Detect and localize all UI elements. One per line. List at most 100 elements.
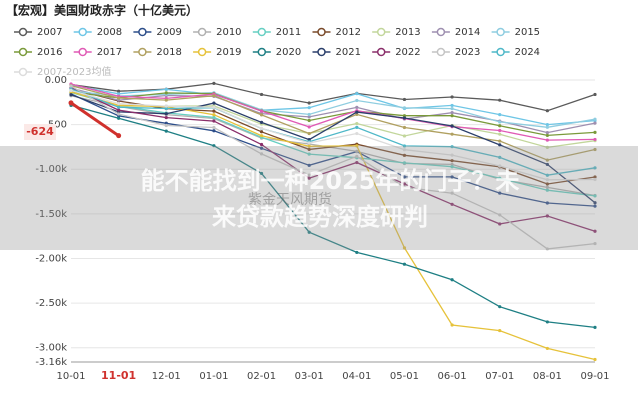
point — [402, 161, 407, 165]
overlay-text: 能不能找到一种2025年的门子？未 — [141, 167, 520, 195]
point — [593, 130, 597, 134]
legend-marker — [317, 47, 326, 57]
legend-marker — [78, 27, 87, 37]
point — [545, 346, 549, 351]
point — [402, 262, 407, 266]
point — [545, 188, 549, 192]
point — [545, 173, 549, 177]
point — [69, 84, 73, 88]
point — [355, 92, 359, 96]
x-tick-label: 05-01 — [390, 371, 419, 382]
x-tick-label: 08-01 — [533, 371, 562, 382]
point — [307, 173, 311, 177]
point — [212, 129, 216, 133]
legend-label: 2007-2023均值 — [37, 65, 112, 78]
legend-label: 2007 — [37, 27, 62, 38]
point — [117, 89, 121, 93]
point — [545, 130, 549, 135]
point — [402, 144, 407, 148]
point — [402, 246, 407, 250]
point — [355, 110, 359, 114]
legend-label: 2011 — [276, 27, 301, 38]
point — [593, 137, 597, 142]
point — [307, 144, 311, 148]
point — [593, 166, 597, 170]
point — [545, 138, 549, 142]
point — [117, 116, 121, 120]
chart-title: 【宏观】美国财政赤字（十亿美元） — [6, 3, 198, 18]
point — [355, 131, 359, 136]
point — [450, 162, 454, 167]
point — [117, 108, 121, 112]
value-label-bg — [24, 124, 56, 140]
y-tick-label: -2.00k — [35, 253, 67, 264]
point — [593, 204, 597, 208]
point — [259, 134, 264, 138]
point — [498, 132, 502, 136]
legend-label: 2024 — [515, 47, 540, 58]
point — [402, 114, 407, 118]
point — [498, 222, 502, 226]
point — [164, 98, 168, 102]
point — [402, 148, 407, 152]
point — [402, 125, 407, 130]
point — [212, 115, 216, 119]
y-tick-label: -3.16k — [35, 357, 67, 368]
point — [164, 129, 168, 133]
point — [450, 132, 454, 136]
point — [307, 101, 311, 105]
point — [593, 175, 597, 179]
point — [402, 116, 407, 120]
point — [164, 106, 168, 111]
point — [117, 96, 121, 100]
point — [69, 88, 73, 93]
overlay-watermark: 紫金天风期货 — [248, 191, 332, 208]
legend-marker — [317, 27, 326, 37]
point — [117, 105, 121, 109]
legend-marker — [376, 47, 386, 57]
point — [164, 115, 168, 120]
point — [450, 124, 454, 128]
point — [259, 130, 264, 134]
overlay-text: 来贷款趋势深度研判 — [212, 203, 428, 231]
point — [450, 107, 454, 111]
point — [259, 92, 264, 97]
point — [355, 98, 359, 103]
x-tick-label: 12-01 — [152, 371, 181, 382]
point — [212, 81, 216, 85]
point — [545, 185, 549, 189]
series-line — [70, 91, 596, 361]
point — [307, 112, 311, 117]
point — [259, 146, 264, 150]
point — [498, 124, 502, 128]
legend-label: 2010 — [216, 27, 241, 38]
point — [402, 134, 407, 138]
point — [164, 91, 168, 95]
point — [355, 154, 359, 158]
x-tick-label: 07-01 — [485, 371, 514, 382]
point — [593, 147, 597, 152]
point — [593, 241, 597, 246]
series-line — [70, 84, 596, 161]
series-line — [70, 89, 596, 181]
point — [498, 155, 502, 159]
point — [212, 109, 216, 113]
point — [355, 144, 359, 148]
legend-label: 2022 — [395, 47, 420, 58]
legend-label: 2013 — [395, 27, 420, 38]
point — [307, 106, 311, 110]
value-label: -624 — [26, 125, 54, 138]
point — [450, 114, 454, 118]
point — [593, 201, 597, 205]
point — [450, 111, 454, 115]
point — [307, 176, 311, 180]
series-line — [70, 87, 596, 232]
legend-marker — [78, 47, 87, 57]
legend-marker — [138, 47, 147, 57]
point — [212, 101, 216, 105]
point — [212, 113, 216, 117]
point — [450, 153, 454, 157]
point — [117, 101, 121, 106]
y-tick-label: -1.00k — [35, 164, 67, 175]
